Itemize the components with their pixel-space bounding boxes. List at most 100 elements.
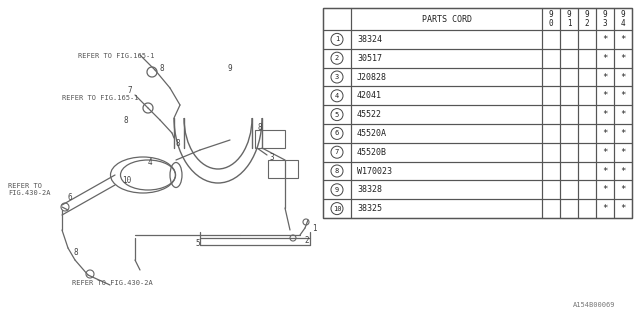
- Bar: [596, 8, 614, 30]
- Text: 8: 8: [258, 123, 262, 132]
- Bar: [614, 124, 632, 143]
- Bar: [351, 68, 542, 86]
- Bar: [560, 199, 578, 218]
- Text: 10: 10: [333, 206, 341, 212]
- Text: *: *: [620, 129, 626, 138]
- Bar: [578, 86, 596, 105]
- Text: 5: 5: [335, 112, 339, 118]
- Bar: [323, 8, 351, 30]
- Bar: [596, 199, 614, 218]
- Text: J20828: J20828: [357, 73, 387, 82]
- Bar: [268, 160, 298, 178]
- Text: *: *: [620, 110, 626, 119]
- Bar: [596, 180, 614, 199]
- Text: 45522: 45522: [357, 110, 382, 119]
- Bar: [351, 8, 542, 30]
- Text: 8: 8: [124, 116, 129, 124]
- Bar: [351, 86, 542, 105]
- Text: 8: 8: [175, 139, 180, 148]
- Text: 2: 2: [335, 55, 339, 61]
- Bar: [614, 162, 632, 180]
- Bar: [596, 105, 614, 124]
- Bar: [542, 124, 560, 143]
- Text: 9: 9: [335, 187, 339, 193]
- Text: PARTS CORD: PARTS CORD: [422, 14, 472, 23]
- Bar: [323, 199, 351, 218]
- Text: *: *: [620, 54, 626, 63]
- Bar: [578, 68, 596, 86]
- Bar: [596, 162, 614, 180]
- Bar: [614, 105, 632, 124]
- Bar: [542, 86, 560, 105]
- Text: 3: 3: [335, 74, 339, 80]
- Text: REFER TO FIG.430-2A: REFER TO FIG.430-2A: [72, 280, 153, 286]
- Bar: [351, 105, 542, 124]
- Text: *: *: [620, 148, 626, 157]
- Text: 9
2: 9 2: [585, 10, 589, 28]
- Text: 10: 10: [122, 175, 131, 185]
- Text: *: *: [602, 185, 608, 194]
- Bar: [542, 30, 560, 49]
- Text: 6: 6: [68, 193, 72, 202]
- Bar: [596, 49, 614, 68]
- Bar: [596, 68, 614, 86]
- Text: *: *: [602, 204, 608, 213]
- Bar: [578, 199, 596, 218]
- Bar: [351, 124, 542, 143]
- Text: 8: 8: [335, 168, 339, 174]
- Text: 4: 4: [148, 157, 152, 166]
- Text: *: *: [602, 54, 608, 63]
- Text: REFER TO FIG.165-1: REFER TO FIG.165-1: [62, 95, 138, 101]
- Text: 9
3: 9 3: [603, 10, 607, 28]
- Text: 8: 8: [73, 247, 77, 257]
- Text: 42041: 42041: [357, 91, 382, 100]
- Text: A154B00069: A154B00069: [573, 302, 615, 308]
- Text: W170023: W170023: [357, 166, 392, 175]
- Bar: [560, 162, 578, 180]
- Bar: [542, 8, 560, 30]
- Bar: [560, 30, 578, 49]
- Bar: [560, 49, 578, 68]
- Bar: [596, 143, 614, 162]
- Text: *: *: [620, 204, 626, 213]
- Text: 8: 8: [160, 63, 164, 73]
- Bar: [560, 105, 578, 124]
- Text: *: *: [602, 129, 608, 138]
- Bar: [578, 180, 596, 199]
- Bar: [323, 105, 351, 124]
- Bar: [255, 130, 285, 148]
- Text: REFER TO
FIG.430-2A: REFER TO FIG.430-2A: [8, 182, 51, 196]
- Bar: [596, 124, 614, 143]
- Bar: [614, 68, 632, 86]
- Bar: [351, 143, 542, 162]
- Bar: [614, 49, 632, 68]
- Bar: [614, 180, 632, 199]
- Bar: [542, 105, 560, 124]
- Text: 7: 7: [128, 85, 132, 94]
- Text: *: *: [602, 166, 608, 175]
- Text: 38325: 38325: [357, 204, 382, 213]
- Bar: [542, 199, 560, 218]
- Bar: [560, 143, 578, 162]
- Text: 5: 5: [195, 238, 200, 247]
- Text: *: *: [602, 148, 608, 157]
- Text: *: *: [620, 166, 626, 175]
- Text: 1: 1: [312, 223, 317, 233]
- Bar: [323, 30, 351, 49]
- Bar: [578, 49, 596, 68]
- Bar: [542, 143, 560, 162]
- Text: 45520A: 45520A: [357, 129, 387, 138]
- Bar: [323, 8, 632, 218]
- Bar: [351, 162, 542, 180]
- Bar: [323, 86, 351, 105]
- Text: 3: 3: [270, 153, 275, 162]
- Bar: [614, 30, 632, 49]
- Text: *: *: [602, 91, 608, 100]
- Text: *: *: [602, 35, 608, 44]
- Bar: [560, 8, 578, 30]
- Text: 1: 1: [335, 36, 339, 43]
- Bar: [614, 86, 632, 105]
- Text: *: *: [602, 73, 608, 82]
- Bar: [323, 180, 351, 199]
- Bar: [323, 162, 351, 180]
